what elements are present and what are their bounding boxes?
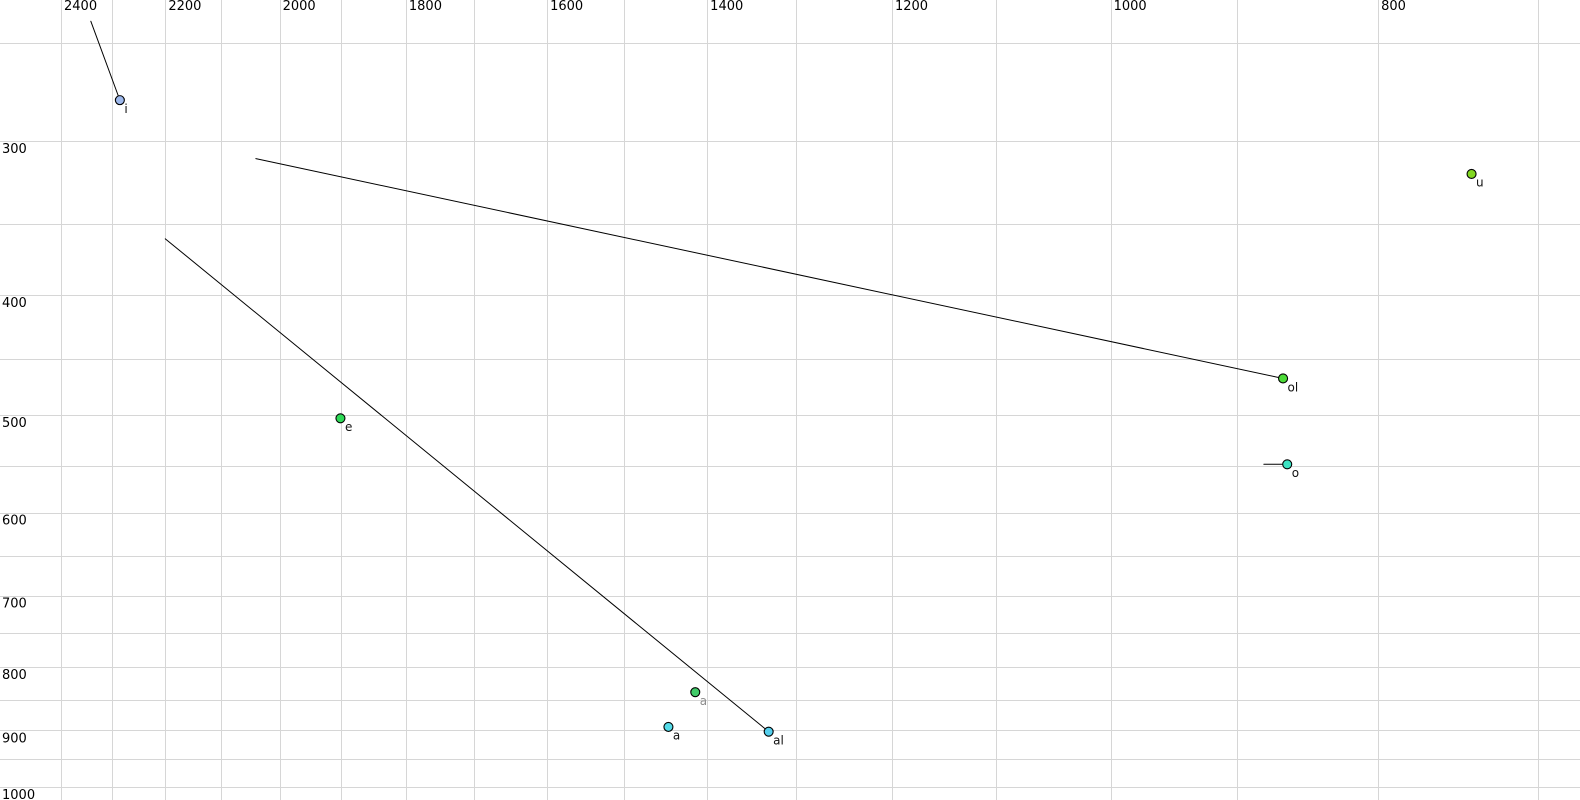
data-point-label-i: i [124,102,127,116]
y-tick-label: 500 [2,416,27,431]
data-point-e [335,413,346,424]
trajectory-layer [90,20,1288,733]
data-point-i [114,95,125,106]
data-point-a [690,687,701,698]
trajectory-line-al [164,238,770,733]
x-tick-label: 1600 [550,0,583,14]
data-point-label-a: a [673,729,680,743]
x-tick-label: 2200 [168,0,201,14]
data-point-label-e: e [345,420,352,434]
data-point-al [763,726,774,737]
x-tick-label: 1400 [710,0,743,14]
x-tick-label: 1000 [1114,0,1147,14]
data-point-u [1466,168,1477,180]
x-tick-label: 1200 [895,0,928,14]
trajectory-line-ol [255,158,1284,379]
data-point-label-ol: ol [1288,380,1299,394]
data-point-label-a: a [700,694,707,708]
y-tick-label: 800 [2,668,27,683]
trajectory-line-i [90,20,121,101]
data-point-ol [1278,373,1289,384]
y-tick-label: 700 [2,596,27,611]
y-tick-label: 400 [2,296,27,311]
data-point-label-u: u [1476,176,1484,190]
y-tick-label: 300 [2,142,27,157]
data-point-label-o: o [1292,466,1299,480]
data-point-o [1282,459,1293,470]
data-point-label-al: al [773,733,784,747]
x-tick-label: 1800 [409,0,442,14]
points-layer: i u ol e o a a al [114,95,1484,747]
x-tick-label: 800 [1381,0,1406,14]
tick-label-layer: 2400 2200 2000 1800 1600 1400 1200 1000 800 300 40… [2,0,1406,800]
x-tick-label: 2000 [283,0,316,14]
y-tick-label: 600 [2,514,27,529]
data-point-a [663,721,674,732]
x-tick-label: 2400 [64,0,97,14]
y-tick-label: 900 [2,731,27,746]
y-tick-label: 1000 [2,788,35,800]
